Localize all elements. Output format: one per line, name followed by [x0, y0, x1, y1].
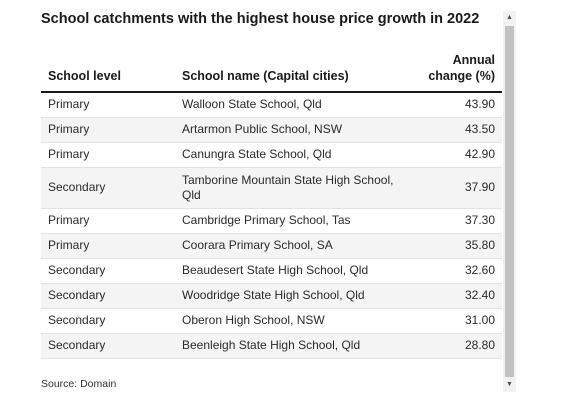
cell-school-name: Woodridge State High School, Qld [182, 288, 365, 302]
table-row: Primary Canungra State School, Qld 42.90 [41, 142, 502, 167]
cell-school-name: Artarmon Public School, NSW [182, 122, 343, 136]
page-title: School catchments with the highest house… [41, 11, 480, 27]
cell-annual-change: 32.40 [464, 288, 495, 302]
cell-school-level: Secondary [48, 338, 106, 352]
cell-annual-change: 42.90 [464, 147, 495, 161]
cell-annual-change: 32.60 [464, 263, 495, 277]
cell-school-level: Secondary [48, 288, 106, 302]
vertical-scrollbar[interactable]: ▲ ▼ [503, 11, 516, 392]
scrollbar-thumb[interactable] [505, 26, 514, 377]
cell-school-name: Oberon High School, NSW [182, 313, 325, 327]
cell-school-name: Tamborine Mountain State High School, Ql… [182, 172, 394, 202]
table-row: Secondary Oberon High School, NSW 31.00 [41, 308, 502, 333]
table-header-row: School level School name (Capital cities… [41, 52, 502, 92]
data-table: School level School name (Capital cities… [41, 52, 502, 359]
cell-school-level: Secondary [48, 263, 106, 277]
cell-annual-change: 28.80 [464, 338, 495, 352]
table-row: Primary Coorara Primary School, SA 35.80 [41, 233, 502, 258]
cell-annual-change: 43.90 [464, 97, 495, 112]
table-row: Primary Artarmon Public School, NSW 43.5… [41, 117, 502, 142]
column-header-annual-change: Annual change (%) [424, 52, 502, 92]
table-row: Secondary Beenleigh State High School, Q… [41, 333, 502, 358]
cell-annual-change: 37.30 [464, 213, 495, 227]
cell-school-name: Canungra State School, Qld [182, 147, 332, 161]
source-note: Source: Domain [41, 378, 117, 390]
cell-annual-change: 31.00 [464, 313, 495, 327]
column-header-school-level: School level [48, 69, 121, 83]
table-row: Secondary Beaudesert State High School, … [41, 258, 502, 283]
column-header-school-name: School name (Capital cities) [182, 69, 349, 83]
cell-school-name: Beenleigh State High School, Qld [182, 338, 361, 352]
cell-school-level: Primary [48, 147, 90, 161]
cell-school-name: Cambridge Primary School, Tas [182, 213, 351, 227]
cell-school-level: Primary [48, 213, 90, 227]
cell-annual-change: 37.90 [464, 180, 495, 194]
cell-school-level: Primary [48, 97, 90, 112]
table-row: Secondary Tamborine Mountain State High … [41, 167, 502, 208]
cell-annual-change: 43.50 [464, 122, 495, 136]
scroll-down-arrow-icon[interactable]: ▼ [506, 381, 513, 388]
cell-school-level: Secondary [48, 180, 106, 194]
cell-annual-change: 35.80 [464, 238, 495, 252]
column-header-annual-change-line1: Annual [452, 53, 495, 67]
cell-school-level: Secondary [48, 313, 106, 327]
table-row: Secondary Woodridge State High School, Q… [41, 283, 502, 308]
cell-school-level: Primary [48, 238, 90, 252]
cell-school-name: Beaudesert State High School, Qld [182, 263, 369, 277]
column-header-annual-change-line2: change (%) [428, 69, 495, 83]
cell-school-name: Coorara Primary School, SA [182, 238, 333, 252]
table-row: Primary Walloon State School, Qld 43.90 [41, 92, 502, 117]
table-row: Primary Cambridge Primary School, Tas 37… [41, 208, 502, 233]
scroll-up-arrow-icon[interactable]: ▲ [506, 14, 513, 21]
cell-school-level: Primary [48, 122, 90, 136]
cell-school-name: Walloon State School, Qld [182, 97, 322, 112]
